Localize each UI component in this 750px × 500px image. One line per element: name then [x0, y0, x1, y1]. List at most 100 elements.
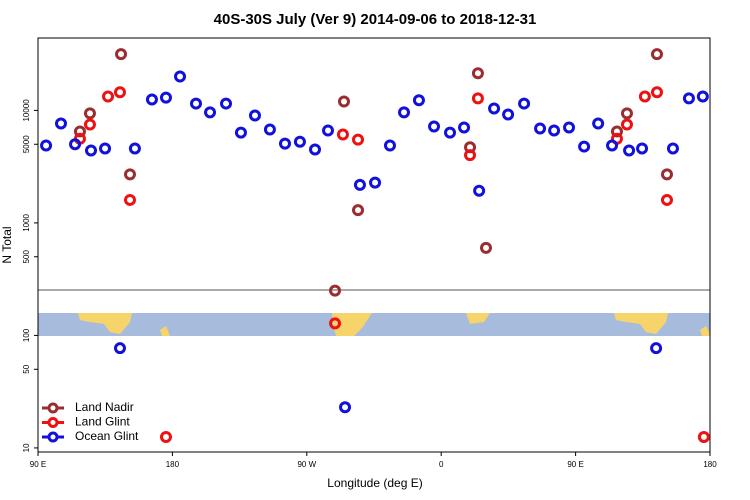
point	[534, 122, 547, 135]
point	[563, 121, 576, 134]
y-tick-label: 100	[22, 328, 31, 342]
point	[352, 133, 365, 146]
point	[660, 193, 673, 206]
point	[54, 117, 67, 130]
point	[650, 86, 663, 99]
point	[471, 92, 484, 105]
point	[502, 108, 515, 121]
point	[650, 48, 663, 61]
point	[83, 118, 96, 131]
land	[700, 326, 710, 336]
point	[660, 168, 673, 181]
point	[548, 124, 561, 137]
point	[620, 118, 633, 131]
chart-title: 40S-30S July (Ver 9) 2014-09-06 to 2018-…	[214, 11, 537, 28]
point	[488, 102, 501, 115]
point	[123, 168, 136, 181]
point	[329, 284, 342, 297]
point	[369, 176, 382, 189]
point	[159, 431, 172, 444]
point	[83, 107, 96, 120]
point	[309, 143, 322, 156]
land	[614, 313, 668, 334]
point	[234, 126, 247, 139]
point	[458, 121, 471, 134]
point	[113, 86, 126, 99]
plot-frame	[37, 37, 711, 453]
point	[278, 137, 291, 150]
point	[123, 193, 136, 206]
ocean-band	[38, 313, 710, 336]
legend-label: Ocean Glint	[75, 429, 139, 443]
point	[471, 67, 484, 80]
point	[263, 123, 276, 136]
point	[174, 70, 187, 83]
map-strip	[38, 313, 710, 336]
point	[638, 90, 651, 103]
point	[352, 204, 365, 217]
point	[696, 90, 709, 103]
point	[145, 93, 158, 106]
legend-marker	[47, 417, 59, 428]
point	[337, 95, 350, 108]
point	[592, 117, 605, 130]
point	[398, 106, 411, 119]
point	[428, 120, 441, 133]
point	[444, 126, 457, 139]
x-tick-label: 180	[166, 460, 180, 469]
point	[464, 149, 477, 162]
point	[578, 140, 591, 153]
point	[606, 139, 619, 152]
x-tick-label: 90 W	[297, 460, 316, 469]
point	[650, 342, 663, 355]
point	[636, 142, 649, 155]
point	[322, 124, 335, 137]
point	[40, 139, 53, 152]
point	[697, 431, 710, 444]
point	[189, 97, 202, 110]
point	[85, 144, 98, 157]
point	[128, 142, 141, 155]
y-tick-label: 500	[22, 250, 31, 264]
point	[329, 317, 342, 330]
point	[666, 142, 679, 155]
point	[113, 342, 126, 355]
y-tick-label: 50	[22, 364, 31, 373]
point	[353, 178, 366, 191]
point	[620, 107, 633, 120]
land	[78, 313, 132, 334]
point	[339, 401, 352, 414]
point	[610, 125, 623, 138]
y-tick-label: 10000	[22, 99, 31, 122]
y-tick-label: 5000	[22, 135, 31, 153]
legend-marker	[47, 402, 59, 414]
land	[466, 313, 490, 324]
x-tick-label: 90 E	[30, 460, 46, 469]
point	[412, 94, 425, 107]
point	[73, 125, 86, 138]
y-tick-label: 1000	[22, 213, 31, 231]
point	[518, 97, 531, 110]
point	[473, 184, 486, 197]
point	[204, 106, 217, 119]
point	[102, 90, 115, 103]
y-axis-label: N Total	[0, 226, 14, 263]
point	[336, 128, 349, 141]
x-tick-label: 90 E	[567, 460, 583, 469]
point	[480, 241, 492, 254]
legend-marker	[47, 431, 59, 443]
point	[220, 97, 233, 110]
point	[69, 138, 82, 151]
legend-label: Land Nadir	[75, 400, 134, 414]
point	[99, 142, 112, 155]
legend-label: Land Glint	[75, 415, 130, 429]
land	[332, 313, 372, 336]
x-tick-label: 180	[703, 460, 717, 469]
land	[160, 326, 170, 336]
y-tick-label: 10	[22, 443, 31, 452]
point	[623, 144, 636, 157]
point	[682, 92, 695, 105]
x-axis-label: Longitude (deg E)	[327, 476, 422, 490]
point	[248, 109, 261, 122]
